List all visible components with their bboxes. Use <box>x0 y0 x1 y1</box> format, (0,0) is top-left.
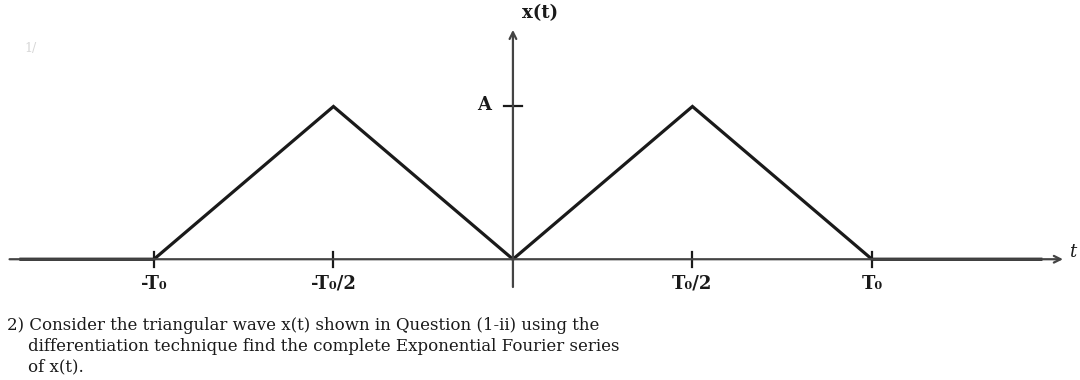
Text: t: t <box>1069 242 1077 261</box>
Text: T₀: T₀ <box>861 274 882 293</box>
Text: T₀/2: T₀/2 <box>672 274 713 293</box>
Text: of x(t).: of x(t). <box>6 358 83 375</box>
Text: A: A <box>477 96 491 114</box>
Text: 1/: 1/ <box>25 42 37 55</box>
Text: -T₀: -T₀ <box>141 274 166 293</box>
Text: -T₀/2: -T₀/2 <box>311 274 356 293</box>
Text: 2) Consider the triangular wave x(t) shown in Question (1-ii) using the: 2) Consider the triangular wave x(t) sho… <box>6 317 599 334</box>
Text: x(t): x(t) <box>522 5 558 22</box>
Text: differentiation technique find the complete Exponential Fourier series: differentiation technique find the compl… <box>6 338 619 355</box>
